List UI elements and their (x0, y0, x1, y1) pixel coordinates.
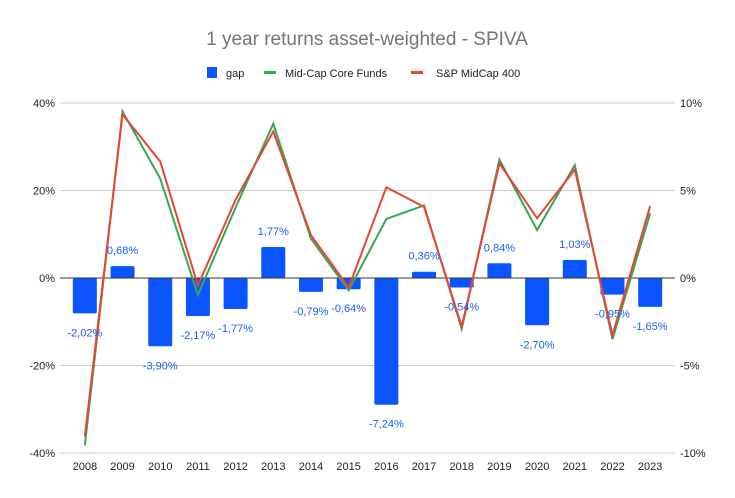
x-tick-label: 2019 (487, 461, 511, 473)
bar-gap-2017 (412, 271, 437, 278)
bar-gap-2016 (374, 278, 399, 405)
x-tick-label: 2011 (186, 461, 210, 473)
x-tick-label: 2009 (110, 461, 134, 473)
legend-swatch-midcap-core (264, 71, 276, 74)
data-label-gap-2018: -0,54% (444, 301, 479, 313)
x-tick-label: 2018 (449, 461, 473, 473)
data-labels: -2,02% 0,68% -3,90% -2,17%-1,77% 1,77% -0,79%… (67, 226, 667, 431)
gridlines (60, 102, 675, 454)
data-label-gap-2010: -3,90% (143, 360, 178, 372)
x-tick-label: 2015 (336, 461, 360, 473)
bar-gap-2021 (562, 259, 587, 278)
x-tick-label: 2012 (223, 461, 247, 473)
data-label-gap-2021: 1,03% (559, 239, 590, 251)
x-tick-label: 2014 (299, 461, 323, 473)
bars (72, 247, 663, 405)
lines (83, 108, 652, 446)
bar-gap-2013 (261, 247, 286, 278)
legend: gap Mid-Cap Core Funds S&P MidCap 400 (207, 67, 520, 80)
x-tick-label: 2013 (261, 461, 285, 473)
bar-gap-2023 (638, 278, 663, 307)
x-tick-label: 2017 (412, 461, 436, 473)
line-s-p-midcap-400 (83, 111, 652, 437)
right-tick-label: -5% (680, 361, 700, 373)
data-label-gap-2008: -2,02% (67, 327, 102, 339)
data-label-gap-2011: -2,17% (180, 330, 215, 342)
bar-gap-2010 (148, 278, 173, 347)
chart-title: 1 year returns asset-weighted - SPIVA (206, 29, 528, 50)
legend-swatch-sp400 (411, 71, 423, 74)
right-tick-label: -10% (680, 448, 706, 460)
bar-gap-2014 (298, 278, 323, 292)
data-label-gap-2013: 1,77% (258, 226, 289, 238)
x-tick-label: 2023 (638, 461, 662, 473)
x-tick-label: 2010 (148, 461, 172, 473)
data-label-gap-2014: -0,79% (294, 306, 329, 318)
line-mid-cap-core-funds (83, 108, 652, 446)
axes: 40% 20% 0% -20% -40% 10% 5% 0% -5% -10% 2008 2009 20… (29, 98, 706, 473)
bar-gap-2018 (449, 278, 474, 288)
left-tick-label: -40% (29, 448, 55, 460)
right-tick-label: 0% (680, 273, 696, 285)
left-tick-label: 0% (39, 273, 55, 285)
data-label-gap-2009: 0,68% (107, 245, 138, 257)
left-tick-label: 20% (33, 186, 55, 198)
bar-gap-2008 (72, 278, 97, 314)
left-tick-label: 40% (33, 98, 55, 110)
data-label-gap-2020: -2,70% (520, 339, 555, 351)
bar-gap-2020 (525, 278, 550, 326)
x-tick-label: 2016 (374, 461, 398, 473)
bar-gap-2022 (600, 278, 625, 295)
right-tick-label: 10% (680, 98, 702, 110)
x-tick-label: 2008 (73, 461, 97, 473)
bar-gap-2019 (487, 263, 512, 278)
data-label-gap-2015: -0,64% (331, 303, 366, 315)
data-label-gap-2012: -1,77% (218, 323, 253, 335)
legend-swatch-gap (207, 67, 217, 78)
bar-gap-2009 (110, 266, 135, 278)
data-label-gap-2019: 0,84% (484, 242, 515, 254)
data-label-gap-2023: -1,65% (633, 321, 668, 333)
legend-label-sp400: S&P MidCap 400 (436, 68, 520, 80)
x-tick-label: 2021 (563, 461, 587, 473)
data-label-gap-2022: -0,95% (595, 309, 630, 321)
right-tick-label: 5% (680, 186, 696, 198)
x-tick-label: 2022 (600, 461, 624, 473)
legend-label-midcap-core: Mid-Cap Core Funds (285, 68, 388, 80)
left-tick-label: -20% (29, 361, 55, 373)
data-label-gap-2016: -7,24% (369, 419, 404, 431)
legend-label-gap: gap (226, 68, 244, 80)
bar-gap-2012 (223, 278, 248, 309)
x-tick-label: 2020 (525, 461, 549, 473)
data-label-gap-2017: 0,36% (408, 251, 439, 263)
